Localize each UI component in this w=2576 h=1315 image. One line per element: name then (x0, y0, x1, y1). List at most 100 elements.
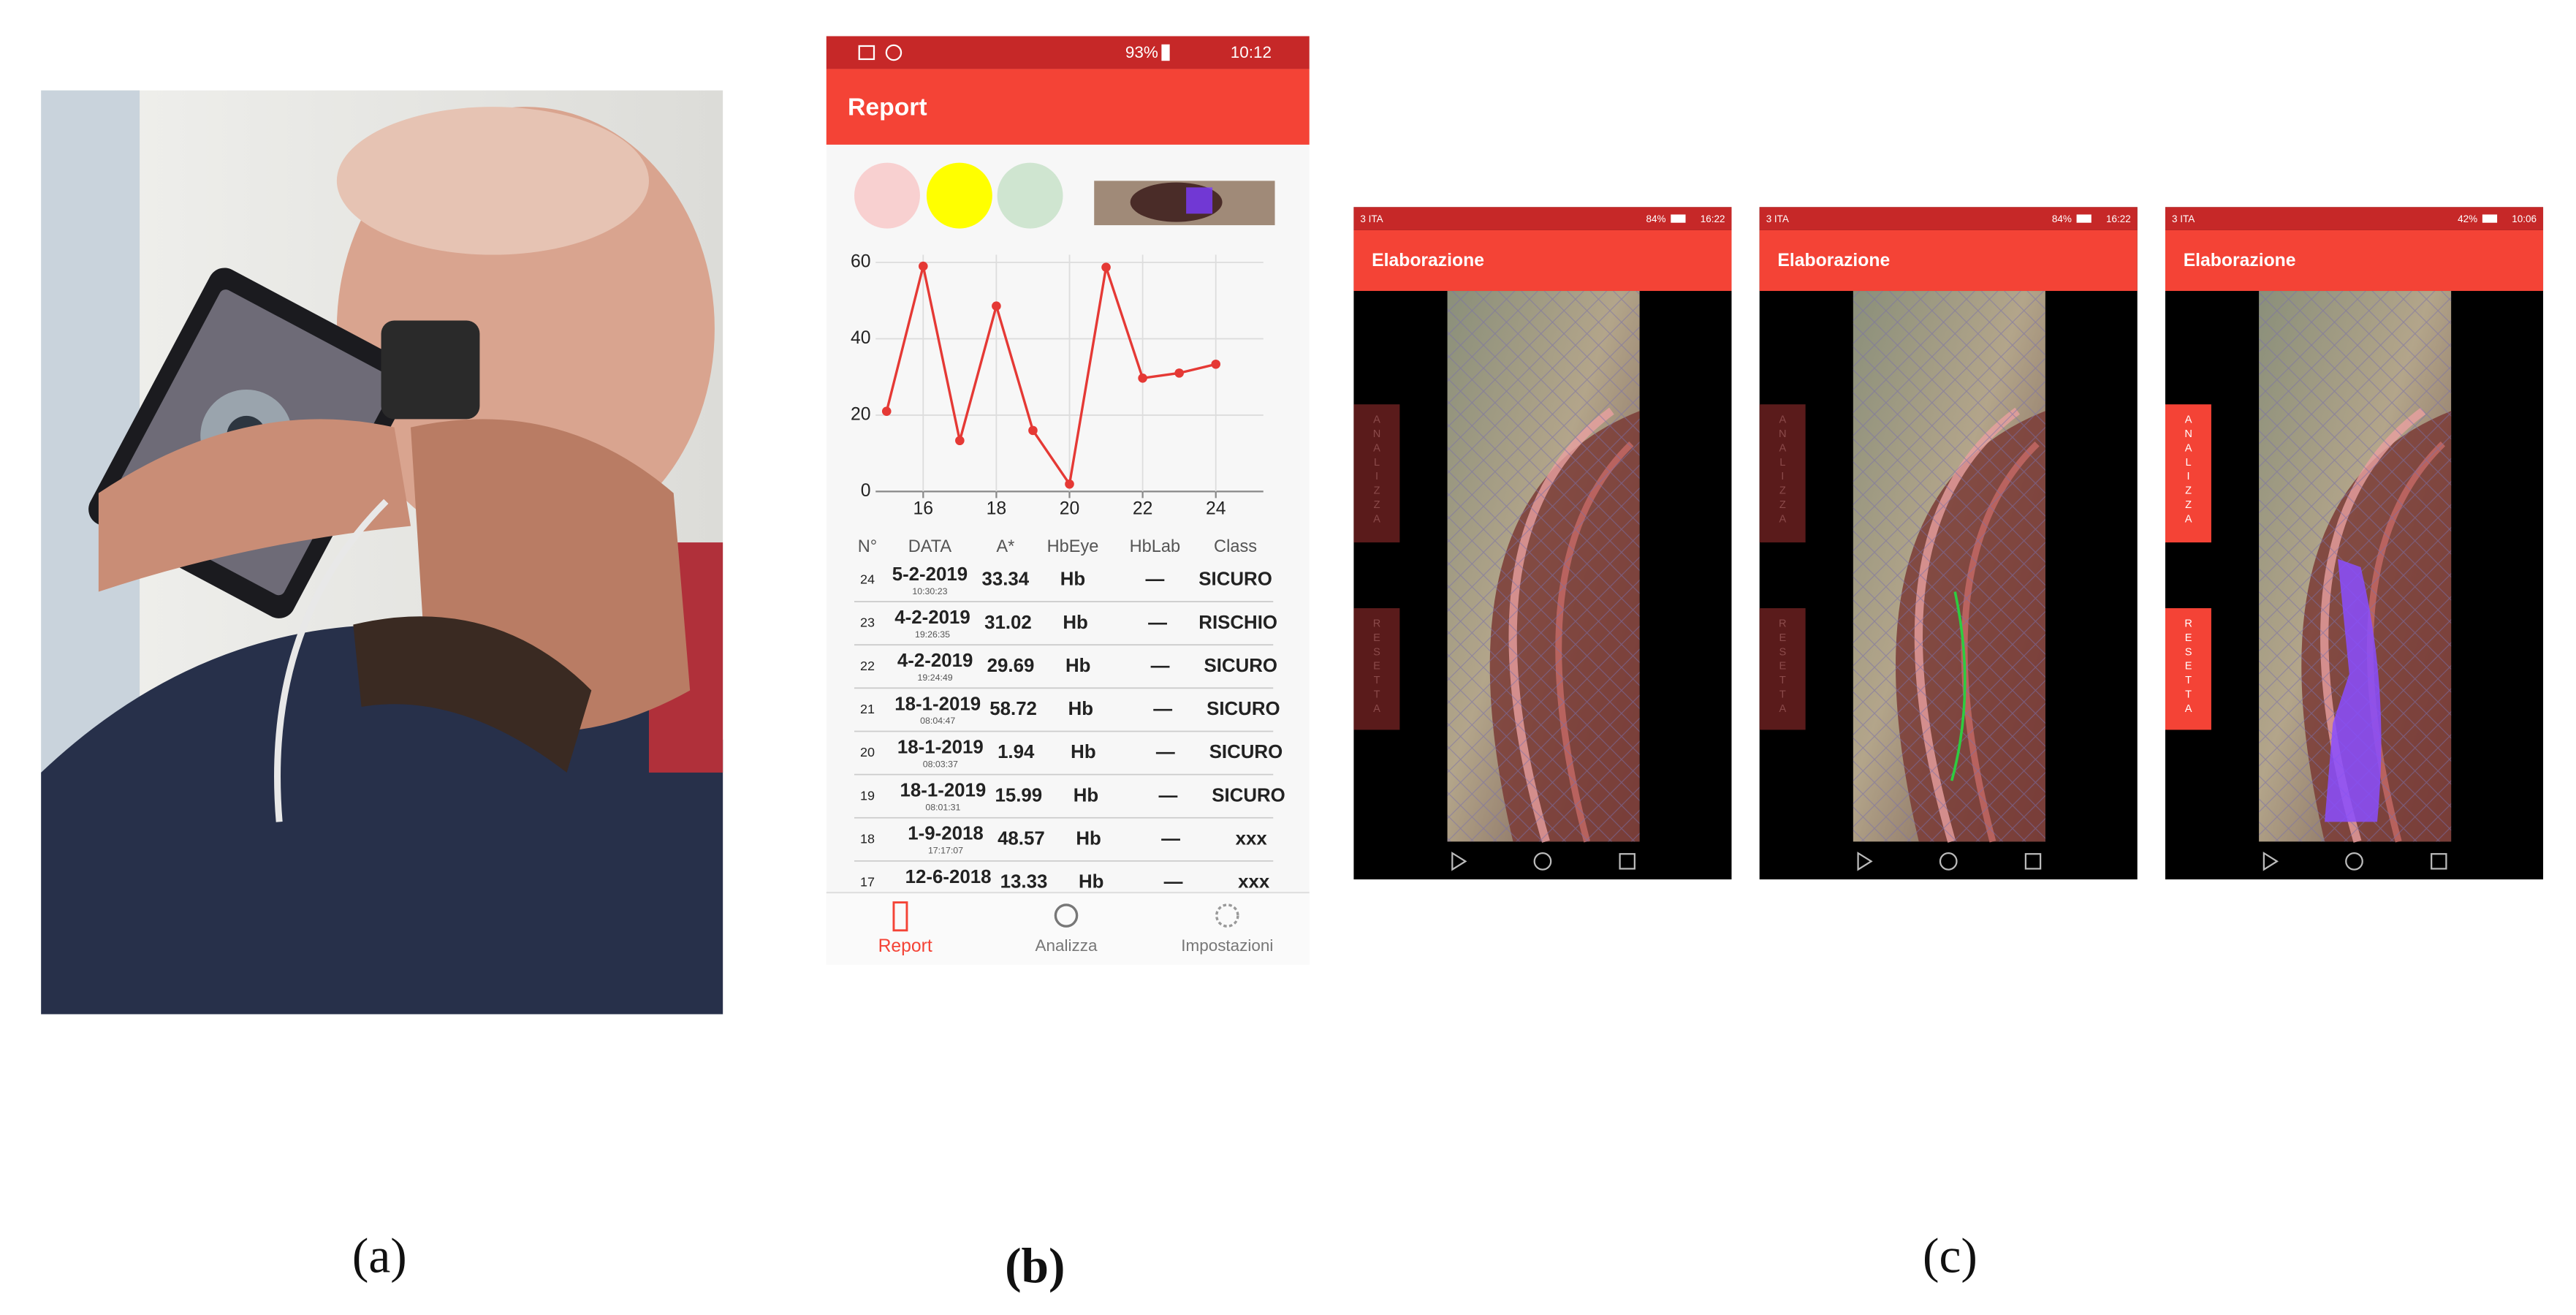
nav-recent[interactable] (1619, 853, 1635, 870)
side-button-label[interactable]: RESETTA (1777, 618, 1788, 718)
cell-time: 08:04:47 (920, 716, 955, 726)
panel-caption: (b) (1005, 1238, 1065, 1293)
nav-icon-settings[interactable] (1215, 903, 1239, 928)
column-header: N° (858, 537, 877, 556)
cell-time: 10:30:23 (912, 586, 947, 596)
status-bar (2165, 207, 2544, 230)
side-button-label[interactable]: ANALIZZA (2183, 414, 2195, 528)
cell-date: 4-2-2019 (894, 607, 970, 628)
app-bar-title: Elaborazione (2184, 251, 2296, 270)
side-button-label[interactable]: ANALIZZA (1371, 414, 1383, 528)
status-circle-yellow (926, 162, 992, 229)
y-tick-label: 40 (851, 328, 870, 348)
nav-label[interactable]: Impostazioni (1181, 936, 1273, 955)
cell-hb-lab: — (1145, 569, 1164, 590)
cell-hb-lab: — (1158, 785, 1177, 806)
cell-time: 17:17:07 (928, 846, 963, 856)
cell-class: SICURO (1212, 785, 1285, 806)
data-point (1065, 479, 1074, 489)
cell-time: 19:24:49 (918, 672, 953, 683)
data-line (885, 265, 1217, 488)
cell-date: 18-1-2019 (897, 737, 984, 757)
side-button[interactable] (1759, 404, 1806, 543)
nav-label[interactable]: Analizza (1036, 936, 1098, 955)
data-point (919, 261, 928, 271)
side-button-label[interactable]: RESETTA (1371, 618, 1383, 718)
column-header: A* (996, 537, 1014, 556)
carrier: 3 ITA (1766, 213, 1789, 224)
cell-hb-eye: Hb (1076, 828, 1101, 849)
cell-a: 48.57 (998, 828, 1045, 849)
x-tick-label: 16 (913, 499, 933, 519)
clock: 16:22 (1701, 213, 1725, 224)
side-button[interactable] (1353, 404, 1400, 543)
cell-date: 4-2-2019 (897, 651, 973, 671)
battery-icon (2482, 214, 2498, 223)
cell-hb-eye: Hb (1065, 656, 1090, 676)
cell-hb-lab: — (1148, 613, 1167, 633)
app-bar (2165, 230, 2544, 292)
cell-time: 08:03:37 (923, 759, 958, 769)
cell-hb-eye: Hb (1063, 613, 1087, 633)
processing-screen: 3 ITA 42% 10:06 Elaborazione ANALIZZA RESETTA (2165, 207, 2544, 880)
clock: 10:12 (1231, 43, 1272, 61)
nav-recent[interactable] (2024, 853, 2042, 870)
y-tick-label: 20 (851, 404, 870, 424)
nav-recent[interactable] (2431, 853, 2447, 870)
cell-class: xxx (1238, 872, 1270, 893)
status-bar (1759, 207, 2138, 230)
cell-n: 21 (860, 702, 875, 716)
nav-home[interactable] (1533, 852, 1552, 871)
cell-hb-eye: Hb (1068, 699, 1093, 719)
report-screen: Report 93% 10:12 (826, 36, 1310, 966)
nav-icon-report[interactable] (892, 901, 908, 932)
data-point (1138, 374, 1147, 383)
cell-n: 18 (860, 831, 875, 846)
nav-label[interactable]: Report (878, 936, 932, 956)
photo-bracelets (353, 616, 592, 773)
cell-date: 18-1-2019 (894, 694, 981, 714)
nav-back[interactable] (1451, 852, 1467, 871)
cell-n: 19 (860, 788, 875, 803)
nav-home[interactable] (2345, 852, 2363, 871)
side-button[interactable] (1759, 608, 1806, 730)
column-header: Class (1214, 537, 1257, 556)
side-button-label[interactable]: ANALIZZA (1777, 414, 1788, 528)
column-header: HbLab (1130, 537, 1181, 556)
cell-time: 19:26:35 (915, 629, 950, 640)
cell-a: 13.33 (1000, 872, 1048, 893)
side-button[interactable] (1353, 608, 1400, 730)
data-point (1174, 368, 1184, 378)
line-chart: 0 20 40 60 16 18 20 22 24 (851, 252, 1264, 519)
app-bar-title: Report (848, 93, 927, 121)
nav-icon-analizza[interactable] (1054, 903, 1079, 928)
status-bar (826, 36, 1310, 69)
side-button[interactable] (2165, 404, 2211, 543)
cell-hb-eye: Hb (1079, 872, 1103, 893)
cell-hb-lab: — (1153, 699, 1172, 719)
cell-class: SICURO (1198, 569, 1272, 590)
column-header: DATA (908, 537, 952, 556)
report-table: N° DATA A* HbEye HbLab Class 24 5-2-2019 33.34 Hb… (854, 537, 1285, 893)
nav-back[interactable] (2262, 852, 2279, 871)
battery-level: 84% (1646, 213, 1666, 224)
side-button-label[interactable]: RESETTA (2183, 618, 2195, 718)
nav-labels: Report Analizza Impostazioni (878, 936, 1274, 956)
cell-a: 29.69 (987, 656, 1035, 676)
side-button[interactable] (2165, 608, 2211, 730)
data-point (1028, 425, 1038, 436)
cell-class: SICURO (1207, 699, 1280, 719)
battery-level: 42% (2458, 213, 2477, 224)
data-point (1211, 359, 1221, 369)
segmented-region (2325, 558, 2382, 822)
cell-date: 1-9-2018 (908, 824, 983, 844)
status-circle-green (997, 162, 1063, 229)
nav-home[interactable] (1939, 852, 1958, 871)
cell-hb-eye: Hb (1074, 785, 1098, 806)
app-bar (826, 69, 1310, 145)
processing-screen: 3 ITA 84% 16:22 Elaborazione ANALIZZA RESETTA (1759, 207, 2138, 880)
nav-back[interactable] (1857, 852, 1873, 871)
cell-a: 1.94 (998, 742, 1035, 762)
x-tick-label: 18 (987, 499, 1006, 519)
